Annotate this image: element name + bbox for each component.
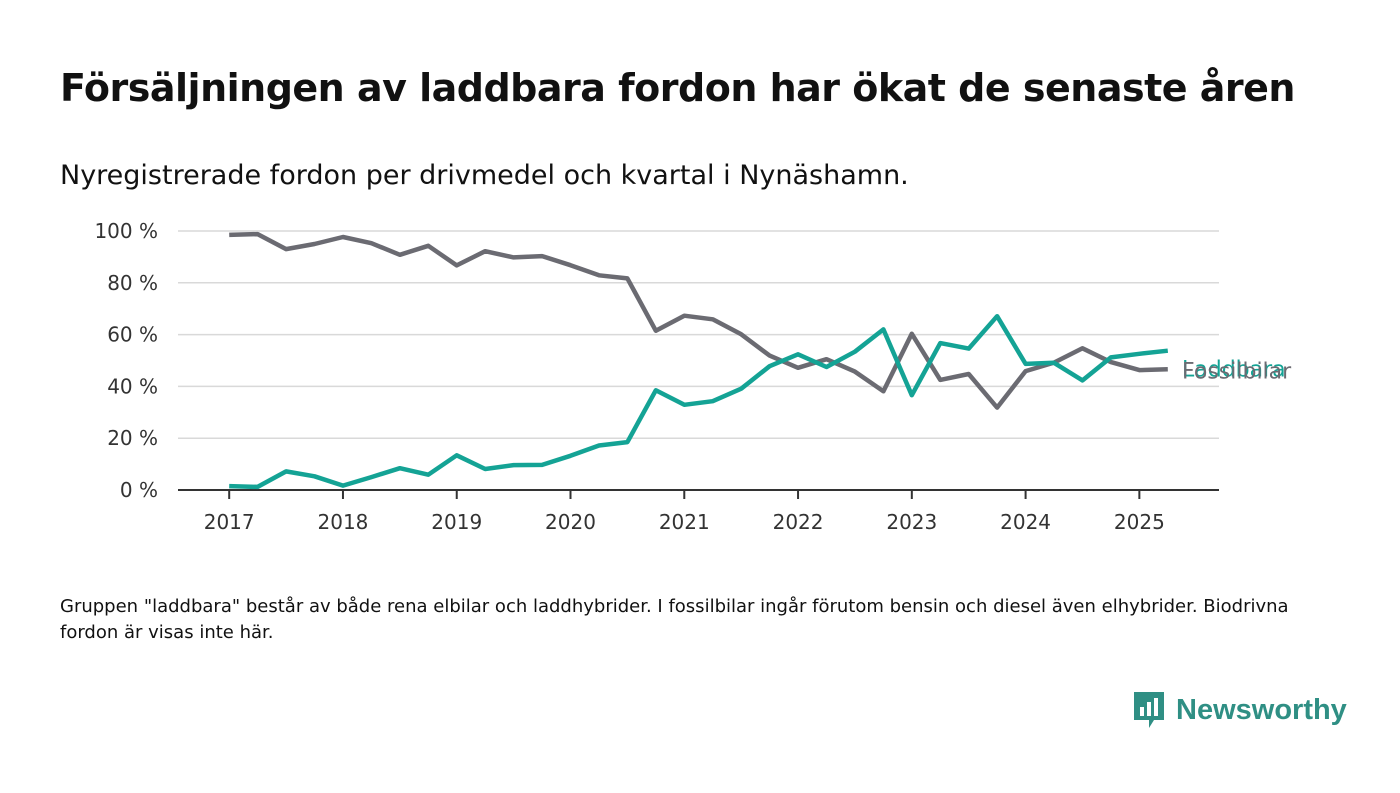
series-lines bbox=[229, 231, 1169, 490]
newsworthy-wordmark: Newsworthy bbox=[1176, 693, 1347, 726]
y-tick-label: 80 % bbox=[107, 271, 158, 295]
y-tick-label: 100 % bbox=[94, 219, 158, 243]
y-tick-label: 40 % bbox=[107, 374, 158, 398]
chart-footnote: Gruppen "laddbara" består av både rena e… bbox=[60, 596, 1289, 643]
line-chart: 0 % 20 % 40 % 60 % 80 % 100 % 2017 2018 2019 202… bbox=[94, 219, 1292, 534]
series-label-laddbara: Laddbara bbox=[1182, 358, 1286, 383]
x-tick-label: 2020 bbox=[545, 510, 596, 534]
chart-subtitle: Nyregistrerade fordon per drivmedel och … bbox=[60, 160, 909, 191]
series-line-laddbara bbox=[229, 313, 1169, 490]
x-tick-label: 2023 bbox=[886, 510, 937, 534]
y-tick-label: 60 % bbox=[107, 323, 158, 347]
x-tick-label: 2018 bbox=[318, 510, 369, 534]
x-tick-label: 2024 bbox=[1000, 510, 1051, 534]
y-tick-label: 20 % bbox=[107, 426, 158, 450]
gridlines bbox=[178, 230, 1219, 491]
newsworthy-brand: Newsworthy bbox=[1132, 690, 1347, 730]
newsworthy-logo-icon bbox=[1134, 692, 1164, 728]
series-label-fossilbilar: Fossilbilar bbox=[1182, 359, 1292, 384]
chart-title: Försäljningen av laddbara fordon har öka… bbox=[60, 66, 1295, 110]
x-axis-ticks: 2017 2018 2019 2020 2021 2022 2023 2024 2025 bbox=[204, 490, 1165, 534]
x-tick-label: 2017 bbox=[204, 510, 255, 534]
x-tick-label: 2022 bbox=[773, 510, 824, 534]
x-tick-label: 2019 bbox=[431, 510, 482, 534]
y-axis-ticks: 0 % 20 % 40 % 60 % 80 % 100 % bbox=[94, 219, 158, 502]
x-tick-label: 2021 bbox=[659, 510, 710, 534]
y-tick-label: 0 % bbox=[120, 478, 158, 502]
series-line-fossilbilar bbox=[229, 231, 1168, 410]
x-tick-label: 2025 bbox=[1114, 510, 1165, 534]
